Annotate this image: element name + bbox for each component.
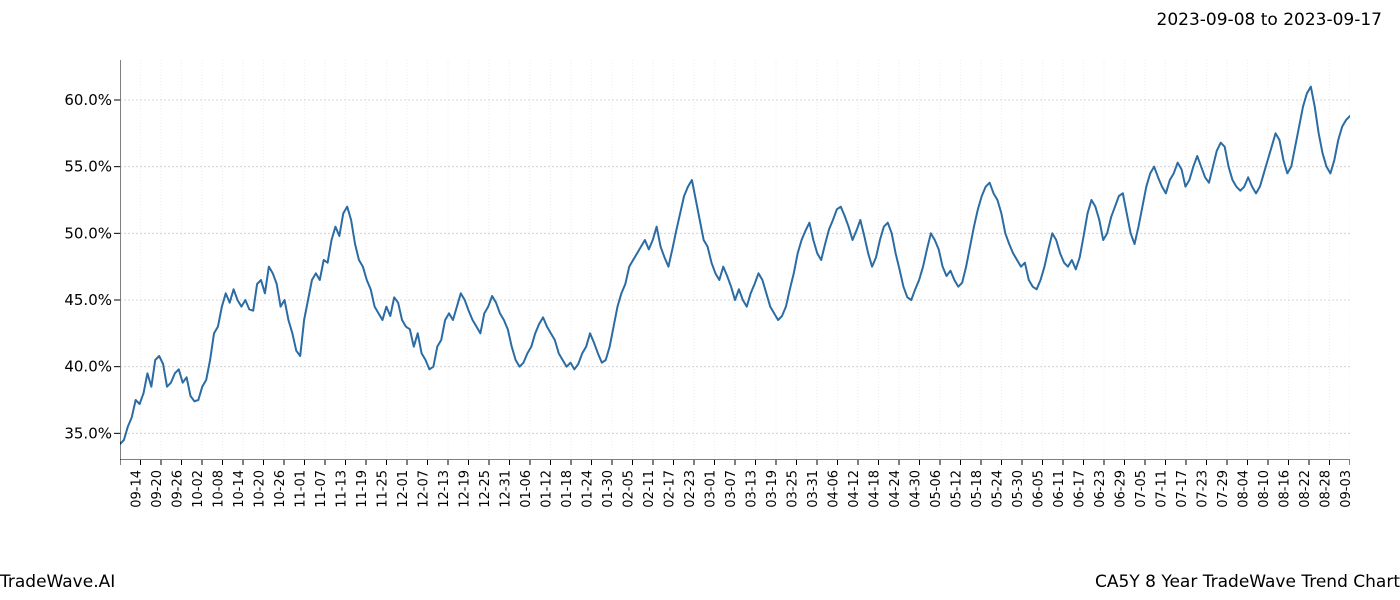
y-tick-label: 55.0% bbox=[64, 158, 112, 176]
x-tick-label: 09-08 bbox=[120, 470, 124, 508]
x-tick-label: 03-31 bbox=[806, 470, 821, 508]
x-tick-label: 09-03 bbox=[1339, 470, 1350, 508]
x-tick-label: 02-05 bbox=[622, 470, 637, 508]
x-tick-label: 10-02 bbox=[191, 470, 206, 508]
y-tick-label: 50.0% bbox=[64, 224, 112, 242]
x-tick-label: 08-04 bbox=[1237, 470, 1252, 508]
x-tick-label: 01-12 bbox=[540, 470, 555, 508]
date-range-label: 2023-09-08 to 2023-09-17 bbox=[1157, 10, 1382, 30]
x-tick-label: 03-01 bbox=[704, 470, 719, 508]
x-tick-label: 06-23 bbox=[1093, 470, 1108, 508]
x-tick-label: 06-17 bbox=[1073, 470, 1088, 508]
brand-label: TradeWave.AI bbox=[0, 572, 115, 592]
x-tick-label: 03-07 bbox=[724, 470, 739, 508]
y-tick-label: 35.0% bbox=[64, 424, 112, 442]
x-tick-label: 04-18 bbox=[868, 470, 883, 508]
x-tick-label: 12-07 bbox=[417, 470, 432, 508]
x-tick-label: 12-19 bbox=[458, 470, 473, 508]
x-tick-label: 10-14 bbox=[232, 470, 247, 508]
x-tick-label: 07-23 bbox=[1196, 470, 1211, 508]
x-tick-label: 09-14 bbox=[130, 470, 145, 508]
x-tick-label: 11-01 bbox=[294, 470, 309, 508]
x-tick-label: 01-06 bbox=[519, 470, 534, 508]
x-tick-label: 11-13 bbox=[335, 470, 350, 508]
x-tick-label: 01-30 bbox=[601, 470, 616, 508]
x-tick-label: 10-08 bbox=[212, 470, 227, 508]
x-tick-label: 02-17 bbox=[663, 470, 678, 508]
x-tick-label: 11-25 bbox=[376, 470, 391, 508]
x-tick-label: 12-01 bbox=[396, 470, 411, 508]
trend-chart bbox=[120, 60, 1350, 460]
x-tick-label: 04-24 bbox=[888, 470, 903, 508]
x-tick-label: 01-18 bbox=[560, 470, 575, 508]
x-tick-label: 11-19 bbox=[355, 470, 370, 508]
x-tick-label: 03-25 bbox=[786, 470, 801, 508]
x-tick-label: 11-07 bbox=[314, 470, 329, 508]
chart-title: CA5Y 8 Year TradeWave Trend Chart bbox=[1095, 572, 1400, 592]
x-tick-label: 03-13 bbox=[745, 470, 760, 508]
x-tick-label: 12-31 bbox=[499, 470, 514, 508]
x-tick-label: 06-29 bbox=[1114, 470, 1129, 508]
x-tick-label: 10-20 bbox=[253, 470, 268, 508]
x-tick-label: 06-11 bbox=[1052, 470, 1067, 508]
x-tick-label: 02-11 bbox=[642, 470, 657, 508]
x-tick-label: 10-26 bbox=[273, 470, 288, 508]
x-tick-label: 05-30 bbox=[1011, 470, 1026, 508]
x-tick-label: 03-19 bbox=[765, 470, 780, 508]
x-tick-label: 12-25 bbox=[478, 470, 493, 508]
x-tick-label: 05-24 bbox=[991, 470, 1006, 508]
x-tick-label: 05-18 bbox=[970, 470, 985, 508]
x-tick-label: 01-24 bbox=[581, 470, 596, 508]
x-tick-label: 08-16 bbox=[1278, 470, 1293, 508]
x-tick-label: 06-05 bbox=[1032, 470, 1047, 508]
y-tick-label: 60.0% bbox=[64, 91, 112, 109]
x-tick-label: 07-29 bbox=[1216, 470, 1231, 508]
x-tick-label: 04-06 bbox=[827, 470, 842, 508]
y-axis-labels: 35.0% 40.0% 45.0% 50.0% 55.0% 60.0% bbox=[0, 60, 120, 460]
x-tick-label: 08-28 bbox=[1319, 470, 1334, 508]
x-tick-label: 08-10 bbox=[1257, 470, 1272, 508]
x-tick-label: 07-17 bbox=[1175, 470, 1190, 508]
x-tick-label: 02-23 bbox=[683, 470, 698, 508]
x-tick-label: 07-05 bbox=[1134, 470, 1149, 508]
x-tick-label: 05-06 bbox=[929, 470, 944, 508]
x-tick-label: 05-12 bbox=[950, 470, 965, 508]
x-tick-label: 08-22 bbox=[1298, 470, 1313, 508]
x-tick-label: 04-30 bbox=[909, 470, 924, 508]
x-tick-label: 04-12 bbox=[847, 470, 862, 508]
x-tick-label: 09-26 bbox=[171, 470, 186, 508]
x-tick-label: 09-20 bbox=[150, 470, 165, 508]
x-tick-label: 07-11 bbox=[1155, 470, 1170, 508]
y-tick-label: 40.0% bbox=[64, 358, 112, 376]
x-axis-labels: 09-08 09-14 09-20 09-26 10-02 10-08 10-14 10-20… bbox=[120, 460, 1350, 560]
y-tick-label: 45.0% bbox=[64, 291, 112, 309]
x-tick-label: 12-13 bbox=[437, 470, 452, 508]
